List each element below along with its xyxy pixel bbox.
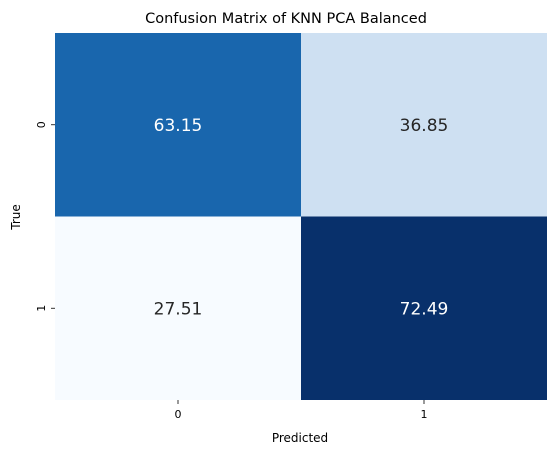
x-tick-label-1: 1 [421,408,428,421]
y-axis-ticks: 01 [35,121,55,312]
heatmap-cell-1-0 [55,216,301,400]
cell-value-1-0: 27.51 [154,299,203,319]
heatmap-cell-0-1 [301,33,547,217]
heatmap-cell-1-1 [301,216,547,400]
cell-value-0-0: 63.15 [154,116,203,136]
x-tick-label-0: 0 [175,408,182,421]
x-axis-label: Predicted [272,431,328,445]
y-axis-label: True [9,204,23,231]
chart-title: Confusion Matrix of KNN PCA Balanced [145,11,427,27]
cell-value-0-1: 36.85 [400,116,449,136]
y-tick-label-0: 0 [35,121,48,128]
cell-value-1-1: 72.49 [400,299,449,319]
heatmap-cells [55,33,547,400]
heatmap-cell-labels: 63.15 36.85 27.51 72.49 [154,116,449,320]
heatmap-cell-0-0 [55,33,301,217]
y-tick-label-1: 1 [35,305,48,312]
